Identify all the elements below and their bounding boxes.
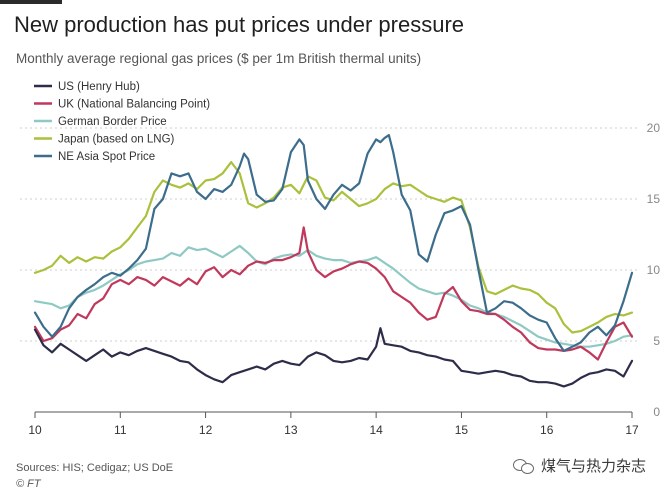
header-accent-bar bbox=[0, 0, 62, 4]
x-tick-label-10: 10 bbox=[28, 423, 42, 437]
legend-label-japan-based-on-lng: Japan (based on LNG) bbox=[58, 134, 175, 146]
series-line-japan-based-on-lng bbox=[33, 161, 634, 334]
ft-credit: © FT bbox=[16, 478, 41, 490]
series-line-us-henry-hub bbox=[33, 327, 634, 388]
y-axis-ticks: 0 5 10 15 20 bbox=[647, 121, 661, 419]
x-axis: 10 11 12 13 14 15 16 17 bbox=[28, 411, 639, 437]
y-tick-label-10: 10 bbox=[647, 263, 661, 277]
series-lines bbox=[33, 134, 634, 388]
wechat-icon bbox=[512, 457, 535, 475]
chart-title: New production has put prices under pres… bbox=[14, 12, 465, 37]
legend: US (Henry Hub) UK (National Balancing Poi… bbox=[34, 81, 210, 163]
wechat-watermark: 煤气与热力杂志 bbox=[512, 455, 646, 476]
x-tick-label-16: 16 bbox=[540, 423, 554, 437]
x-tick-label-17: 17 bbox=[625, 423, 639, 437]
legend-label-uk-national-balancing-point: UK (National Balancing Point) bbox=[58, 99, 210, 111]
sources-note: Sources: HIS; Cedigaz; US DoE bbox=[16, 462, 174, 474]
x-tick-label-13: 13 bbox=[284, 423, 298, 437]
watermark-text: 煤气与热力杂志 bbox=[540, 458, 646, 475]
y-tick-label-5: 5 bbox=[653, 334, 660, 348]
series-line-german-border-price bbox=[33, 244, 634, 348]
x-tick-label-12: 12 bbox=[199, 423, 213, 437]
y-tick-label-0: 0 bbox=[653, 405, 660, 419]
x-tick-label-15: 15 bbox=[455, 423, 469, 437]
legend-label-german-border-price: German Border Price bbox=[58, 116, 167, 128]
y-tick-label-20: 20 bbox=[647, 121, 661, 135]
x-tick-label-11: 11 bbox=[114, 423, 127, 437]
series-line-uk-national-balancing-point bbox=[33, 226, 634, 361]
legend-label-ne-asia-spot-price: NE Asia Spot Price bbox=[58, 151, 155, 163]
x-tick-label-14: 14 bbox=[369, 423, 383, 437]
chart-subtitle: Monthly average regional gas prices ($ p… bbox=[16, 51, 422, 66]
series-line-ne-asia-spot-price bbox=[33, 134, 634, 352]
legend-label-us-henry-hub: US (Henry Hub) bbox=[58, 81, 140, 93]
y-tick-label-15: 15 bbox=[647, 192, 661, 206]
